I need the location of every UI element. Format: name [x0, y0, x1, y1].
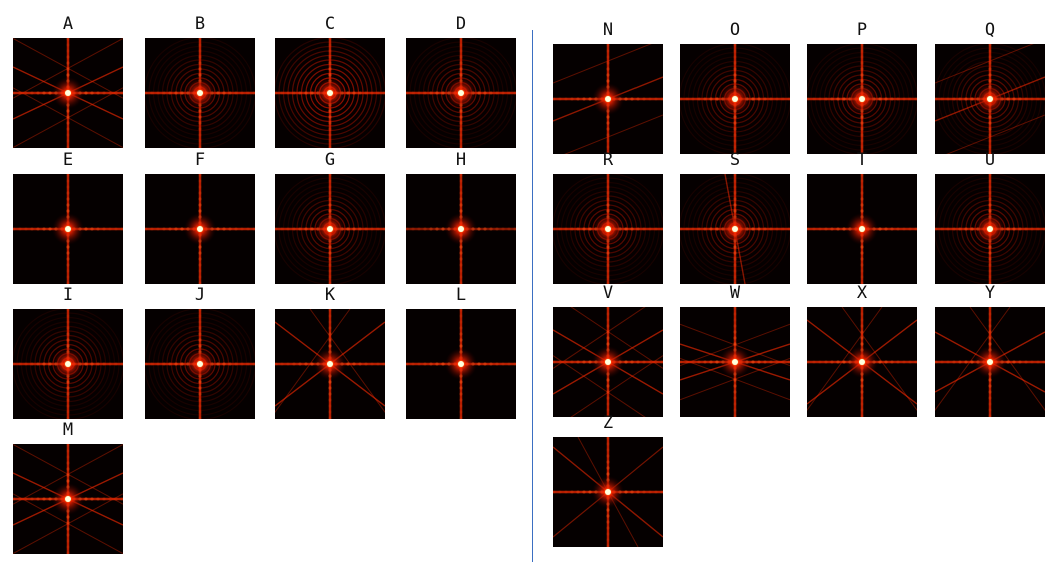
- spectrum-graphic: [145, 174, 255, 284]
- spectrum-image-e: [13, 174, 123, 284]
- spectrum-label-u: U: [984, 150, 996, 170]
- spectrum-image-q: [935, 44, 1045, 154]
- spectrum-label-n: N: [602, 20, 614, 40]
- spectrum-label-k: K: [324, 285, 336, 305]
- spectrum-label-t: T: [856, 150, 868, 170]
- spectrum-label-x: X: [856, 283, 868, 303]
- spectrum-graphic: [553, 307, 663, 417]
- spectrum-label-d: D: [455, 14, 467, 34]
- spectrum-graphic: [553, 44, 663, 154]
- spectrum-image-c: [275, 38, 385, 148]
- spectrum-graphic: [13, 309, 123, 419]
- spectrum-graphic: [145, 38, 255, 148]
- spectrum-label-o: O: [729, 20, 741, 40]
- spectrum-graphic: [935, 44, 1045, 154]
- spectrum-label-j: J: [194, 285, 206, 305]
- spectrum-graphic: [935, 174, 1045, 284]
- spectrum-image-b: [145, 38, 255, 148]
- spectrum-graphic: [406, 174, 516, 284]
- spectrum-image-a: [13, 38, 123, 148]
- spectrum-graphic: [553, 174, 663, 284]
- spectrum-label-r: R: [602, 150, 614, 170]
- spectrum-label-v: V: [602, 283, 614, 303]
- spectrum-image-g: [275, 174, 385, 284]
- spectrum-image-l: [406, 309, 516, 419]
- spectrum-image-u: [935, 174, 1045, 284]
- spectrum-graphic: [807, 44, 917, 154]
- spectrum-graphic: [680, 174, 790, 284]
- spectrum-image-x: [807, 307, 917, 417]
- spectrum-graphic: [145, 309, 255, 419]
- panel-divider: [532, 30, 533, 562]
- spectrum-label-f: F: [194, 150, 206, 170]
- spectrum-image-i: [13, 309, 123, 419]
- spectrum-label-c: C: [324, 14, 336, 34]
- spectrum-label-q: Q: [984, 20, 996, 40]
- spectrum-image-d: [406, 38, 516, 148]
- spectrum-graphic: [275, 174, 385, 284]
- spectrum-image-r: [553, 174, 663, 284]
- spectrum-graphic: [406, 309, 516, 419]
- spectrum-label-s: S: [729, 150, 741, 170]
- spectrum-image-y: [935, 307, 1045, 417]
- spectrum-graphic: [13, 38, 123, 148]
- spectrum-label-l: L: [455, 285, 467, 305]
- spectrum-graphic: [807, 174, 917, 284]
- spectrum-image-m: [13, 444, 123, 554]
- spectrum-image-w: [680, 307, 790, 417]
- spectrum-label-g: G: [324, 150, 336, 170]
- spectrum-graphic: [680, 307, 790, 417]
- spectrum-graphic: [406, 38, 516, 148]
- spectrum-image-v: [553, 307, 663, 417]
- spectrum-image-n: [553, 44, 663, 154]
- spectrum-image-s: [680, 174, 790, 284]
- spectrum-label-p: P: [856, 20, 868, 40]
- spectrum-graphic: [935, 307, 1045, 417]
- spectrum-label-y: Y: [984, 283, 996, 303]
- spectrum-label-b: B: [194, 14, 206, 34]
- spectrum-graphic: [13, 444, 123, 554]
- spectrum-label-h: H: [455, 150, 467, 170]
- spectrum-label-a: A: [62, 14, 74, 34]
- spectrum-graphic: [275, 309, 385, 419]
- spectrum-graphic: [275, 38, 385, 148]
- spectrum-image-h: [406, 174, 516, 284]
- spectrum-graphic: [807, 307, 917, 417]
- spectrum-image-f: [145, 174, 255, 284]
- spectrum-image-z: [553, 437, 663, 547]
- spectrum-label-z: Z: [602, 413, 614, 433]
- spectrum-graphic: [680, 44, 790, 154]
- spectrum-image-k: [275, 309, 385, 419]
- spectrum-image-t: [807, 174, 917, 284]
- spectrum-label-i: I: [62, 285, 74, 305]
- spectrum-image-j: [145, 309, 255, 419]
- spectrum-image-p: [807, 44, 917, 154]
- spectrum-image-o: [680, 44, 790, 154]
- spectrum-label-e: E: [62, 150, 74, 170]
- spectrum-graphic: [13, 174, 123, 284]
- spectrum-graphic: [553, 437, 663, 547]
- spectrum-label-w: W: [729, 283, 741, 303]
- spectrum-label-m: M: [62, 420, 74, 440]
